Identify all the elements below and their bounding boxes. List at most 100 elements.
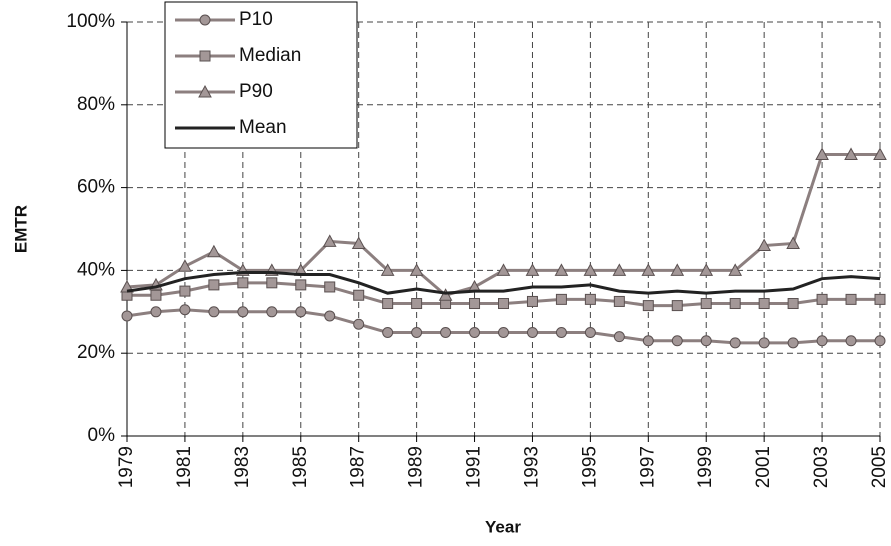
point — [295, 279, 307, 291]
point — [816, 293, 828, 305]
y-axis-title: EMTR — [11, 205, 30, 253]
point — [671, 335, 683, 347]
x-tick-label: 1981 — [174, 446, 195, 488]
y-tick-label: 40% — [77, 259, 115, 280]
x-tick-label: 1987 — [348, 446, 369, 488]
point — [150, 306, 162, 318]
point — [266, 277, 278, 289]
point — [700, 298, 712, 310]
point — [469, 327, 481, 338]
point — [438, 288, 453, 301]
point — [699, 263, 714, 276]
point — [613, 331, 625, 343]
point — [526, 295, 538, 307]
point — [613, 295, 625, 307]
point — [845, 293, 857, 305]
point — [237, 277, 249, 289]
point — [583, 263, 598, 276]
point — [526, 327, 538, 338]
y-tick-label: 60% — [77, 177, 115, 198]
y-tick-label: 0% — [88, 425, 116, 446]
point — [199, 14, 211, 26]
point — [324, 310, 336, 322]
point — [199, 50, 211, 62]
point — [729, 337, 741, 349]
legend-box — [164, 1, 358, 149]
point — [208, 279, 220, 291]
point — [555, 293, 567, 305]
y-tick-label: 20% — [77, 342, 115, 363]
point — [525, 263, 540, 276]
x-tick-label: 1999 — [695, 446, 716, 488]
point — [237, 306, 249, 318]
point — [380, 263, 395, 276]
point — [178, 259, 192, 272]
point — [150, 289, 162, 301]
point — [498, 327, 509, 338]
series-line — [126, 270, 881, 295]
point — [411, 298, 423, 310]
legend-label: Mean — [239, 117, 287, 138]
point — [179, 304, 191, 316]
point — [382, 327, 394, 338]
point — [757, 238, 771, 252]
point — [121, 310, 133, 322]
point — [409, 263, 424, 276]
point — [440, 327, 452, 338]
point — [612, 263, 627, 276]
point — [353, 289, 365, 301]
point — [208, 306, 220, 318]
point — [324, 281, 336, 293]
point — [641, 263, 656, 276]
point — [351, 236, 366, 249]
x-tick-label: 1989 — [406, 446, 427, 488]
point — [816, 335, 828, 347]
point — [700, 335, 712, 347]
point — [382, 298, 394, 310]
point — [554, 263, 569, 276]
point — [787, 337, 799, 349]
point — [179, 285, 191, 297]
point — [498, 298, 509, 310]
point — [496, 263, 511, 276]
x-tick-label: 1983 — [232, 446, 253, 488]
legend-label: P10 — [239, 9, 273, 30]
point — [874, 335, 886, 347]
x-tick-label: 2003 — [811, 446, 832, 488]
y-tick-label: 100% — [66, 11, 115, 32]
x-tick-label: 1979 — [116, 446, 137, 488]
point — [758, 298, 770, 310]
legend-label: P90 — [239, 81, 273, 102]
x-tick-label: 1995 — [579, 446, 600, 488]
point — [815, 147, 829, 160]
x-tick-label: 2005 — [869, 446, 890, 488]
point — [198, 84, 212, 98]
point — [874, 293, 886, 305]
point — [671, 300, 683, 312]
point — [670, 263, 685, 276]
point — [873, 147, 887, 160]
point — [411, 327, 423, 338]
point — [642, 300, 654, 312]
x-axis-title: Year — [485, 517, 521, 536]
x-tick-label: 1997 — [637, 446, 658, 488]
x-tick-label: 1985 — [290, 446, 311, 488]
point — [322, 234, 337, 247]
point — [207, 244, 221, 258]
point — [584, 327, 596, 338]
point — [353, 318, 365, 330]
legend-label: Median — [239, 45, 301, 66]
point — [758, 337, 770, 349]
x-tick-label: 2001 — [753, 446, 774, 488]
point — [729, 298, 741, 310]
point — [584, 293, 596, 305]
point — [786, 236, 800, 249]
point — [844, 147, 858, 160]
y-tick-label: 80% — [77, 94, 115, 115]
point — [728, 263, 743, 276]
point — [469, 298, 481, 310]
point — [266, 306, 278, 318]
x-tick-label: 1993 — [521, 446, 542, 488]
point — [787, 298, 799, 310]
